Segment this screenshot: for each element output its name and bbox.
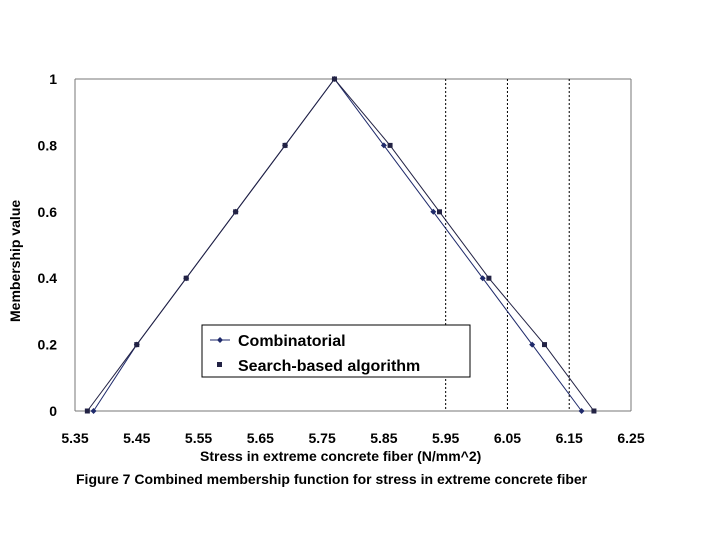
x-tick-label: 5.95 xyxy=(432,430,459,446)
y-tick-label: 1 xyxy=(49,71,57,87)
data-point-combinatorial xyxy=(430,208,437,215)
y-tick-label: 0.4 xyxy=(38,270,58,286)
legend-marker-combinatorial xyxy=(217,337,223,343)
data-point-search-based xyxy=(486,275,492,281)
x-tick-labels: 5.35 5.45 5.55 5.65 5.75 5.85 5.95 6.05 6.15 6.25 xyxy=(61,430,644,446)
figure-caption: Figure 7 Combined membership function fo… xyxy=(76,471,588,487)
data-point-combinatorial xyxy=(380,142,387,149)
data-point-combinatorial xyxy=(90,408,97,414)
data-point-search-based xyxy=(436,209,442,215)
y-tick-label: 0.6 xyxy=(38,204,58,220)
data-point-search-based xyxy=(591,408,597,414)
y-axis-title: Membership value xyxy=(7,200,23,322)
data-point-search-based xyxy=(387,142,393,148)
x-tick-label: 5.65 xyxy=(247,430,274,446)
legend-marker-search-based xyxy=(217,362,222,367)
data-point-combinatorial xyxy=(529,341,536,348)
legend-label-search-based: Search-based algorithm xyxy=(238,358,420,375)
x-axis-title: Stress in extreme concrete fiber (N/mm^2… xyxy=(200,448,481,464)
y-tick-labels: 0 0.2 0.4 0.6 0.8 1 xyxy=(38,71,58,419)
x-tick-label: 6.25 xyxy=(617,430,644,446)
x-tick-label: 5.35 xyxy=(61,430,88,446)
data-point-search-based xyxy=(233,209,239,215)
x-tick-label: 6.15 xyxy=(556,430,583,446)
data-point-search-based xyxy=(331,76,337,82)
data-point-search-based xyxy=(134,342,140,348)
x-tick-label: 5.45 xyxy=(123,430,150,446)
legend: Combinatorial Search-based algorithm xyxy=(201,324,471,378)
data-point-search-based xyxy=(282,142,288,148)
data-point-search-based xyxy=(84,408,90,414)
x-tick-label: 6.05 xyxy=(494,430,521,446)
y-tick-label: 0.2 xyxy=(38,337,58,353)
x-tick-label: 5.85 xyxy=(370,430,397,446)
data-point-combinatorial xyxy=(578,408,585,414)
data-point-search-based xyxy=(183,275,189,281)
legend-label-combinatorial: Combinatorial xyxy=(238,333,346,350)
x-tick-label: 5.75 xyxy=(308,430,335,446)
x-tick-label: 5.55 xyxy=(185,430,212,446)
legend-box xyxy=(201,324,471,378)
data-point-combinatorial xyxy=(479,275,486,282)
y-tick-label: 0 xyxy=(49,403,57,419)
y-tick-label: 0.8 xyxy=(38,137,58,153)
series-markers xyxy=(84,76,597,414)
data-point-search-based xyxy=(542,342,548,348)
